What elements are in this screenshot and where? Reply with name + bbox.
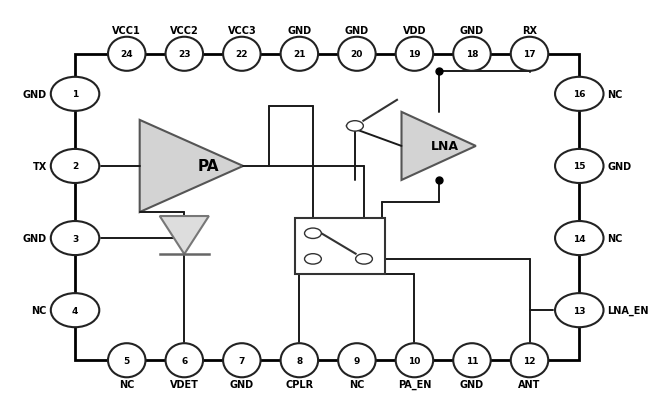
- Circle shape: [355, 254, 372, 264]
- Text: GND: GND: [607, 162, 632, 172]
- Text: 24: 24: [120, 50, 133, 59]
- Ellipse shape: [511, 343, 548, 377]
- Text: 17: 17: [523, 50, 536, 59]
- Text: 4: 4: [72, 306, 78, 315]
- Text: GND: GND: [23, 233, 47, 243]
- Ellipse shape: [223, 38, 261, 72]
- Text: TX: TX: [33, 162, 47, 172]
- Text: 5: 5: [124, 356, 130, 365]
- Ellipse shape: [338, 343, 376, 377]
- Text: 1: 1: [72, 90, 78, 99]
- Polygon shape: [139, 121, 243, 213]
- Text: 10: 10: [408, 356, 420, 365]
- Ellipse shape: [51, 221, 99, 255]
- Bar: [295, 219, 386, 274]
- Ellipse shape: [555, 150, 603, 184]
- Text: GND: GND: [288, 26, 311, 36]
- Bar: [75, 55, 579, 360]
- Text: GND: GND: [460, 26, 484, 36]
- Text: NC: NC: [607, 233, 622, 243]
- Text: 20: 20: [351, 50, 363, 59]
- Text: 12: 12: [523, 356, 536, 365]
- Ellipse shape: [453, 38, 491, 72]
- Text: GND: GND: [230, 379, 254, 389]
- Text: 13: 13: [573, 306, 586, 315]
- Text: 23: 23: [178, 50, 191, 59]
- Text: 14: 14: [573, 234, 586, 243]
- Ellipse shape: [108, 38, 145, 72]
- Ellipse shape: [166, 343, 203, 377]
- Text: LNA: LNA: [431, 140, 459, 153]
- Text: VDD: VDD: [403, 26, 426, 36]
- Text: NC: NC: [349, 379, 365, 389]
- Text: 16: 16: [573, 90, 586, 99]
- Text: 6: 6: [181, 356, 188, 365]
- Ellipse shape: [555, 221, 603, 255]
- Text: NC: NC: [32, 306, 47, 315]
- Ellipse shape: [453, 343, 491, 377]
- Ellipse shape: [51, 78, 99, 111]
- Text: ANT: ANT: [519, 379, 541, 389]
- Ellipse shape: [280, 38, 318, 72]
- Ellipse shape: [51, 150, 99, 184]
- Ellipse shape: [555, 78, 603, 111]
- Text: 22: 22: [236, 50, 248, 59]
- Text: PA: PA: [197, 159, 219, 174]
- Text: GND: GND: [23, 89, 47, 99]
- Circle shape: [305, 229, 321, 239]
- Circle shape: [347, 122, 363, 132]
- Text: 19: 19: [408, 50, 420, 59]
- Text: 21: 21: [293, 50, 305, 59]
- Text: VCC3: VCC3: [228, 26, 256, 36]
- Ellipse shape: [280, 343, 318, 377]
- Text: GND: GND: [460, 379, 484, 389]
- Ellipse shape: [108, 343, 145, 377]
- Text: 18: 18: [466, 50, 478, 59]
- Text: NC: NC: [119, 379, 134, 389]
- Ellipse shape: [166, 38, 203, 72]
- Ellipse shape: [511, 38, 548, 72]
- Ellipse shape: [338, 38, 376, 72]
- Ellipse shape: [395, 343, 433, 377]
- Text: 9: 9: [354, 356, 360, 365]
- Text: LNA_EN: LNA_EN: [607, 305, 649, 316]
- Polygon shape: [401, 113, 476, 180]
- Polygon shape: [160, 217, 209, 255]
- Text: 15: 15: [573, 162, 586, 171]
- Ellipse shape: [555, 294, 603, 327]
- Text: VCC1: VCC1: [113, 26, 141, 36]
- Text: PA_EN: PA_EN: [397, 379, 431, 389]
- Text: 3: 3: [72, 234, 78, 243]
- Circle shape: [305, 254, 321, 264]
- Text: 2: 2: [72, 162, 78, 171]
- Text: 7: 7: [239, 356, 245, 365]
- Text: CPLR: CPLR: [286, 379, 313, 389]
- Text: 8: 8: [296, 356, 303, 365]
- Text: GND: GND: [345, 26, 369, 36]
- Ellipse shape: [223, 343, 261, 377]
- Text: NC: NC: [607, 89, 622, 99]
- Ellipse shape: [51, 294, 99, 327]
- Text: RX: RX: [522, 26, 537, 36]
- Ellipse shape: [395, 38, 433, 72]
- Text: VDET: VDET: [170, 379, 199, 389]
- Text: 11: 11: [466, 356, 478, 365]
- Text: VCC2: VCC2: [170, 26, 199, 36]
